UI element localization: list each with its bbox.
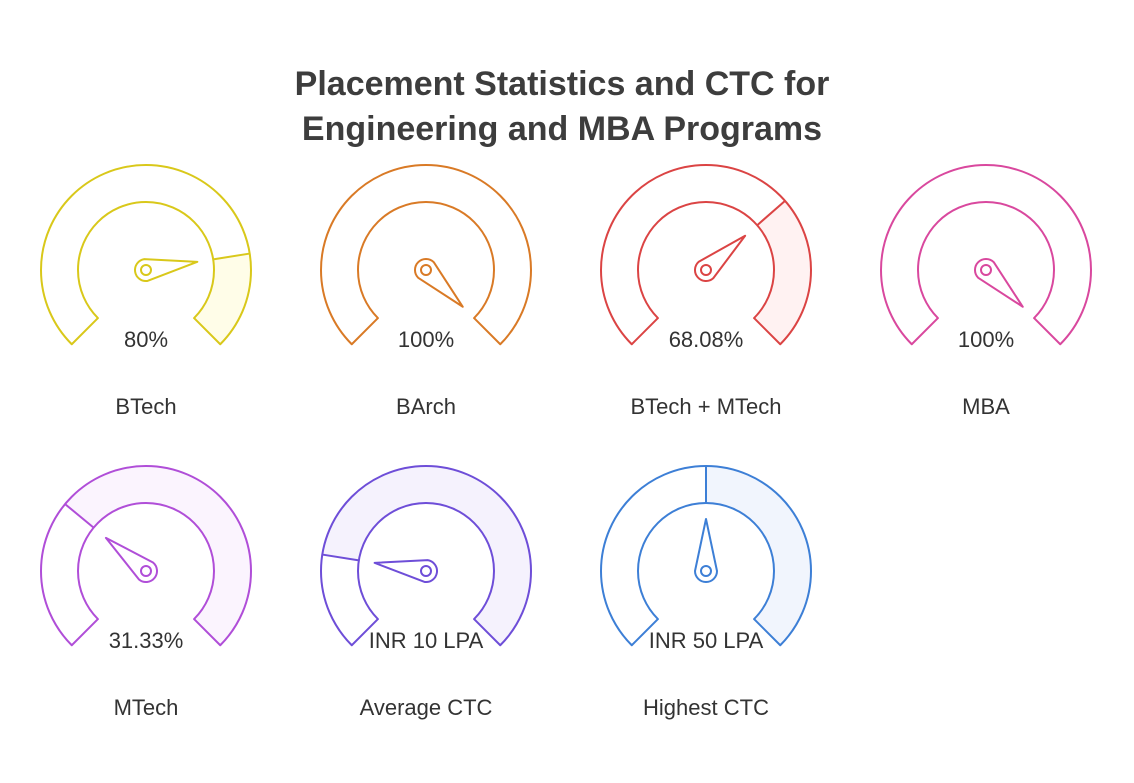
gauge-ring [880,164,1092,346]
gauge-label: Highest CTC [643,695,769,720]
gauge-mtech: 31.33% MTech [40,465,252,720]
gauge-hub [700,565,712,577]
gauge-label: MTech [114,695,179,720]
page-title: Placement Statistics and CTC for Enginee… [0,62,1124,152]
gauge-value: INR 50 LPA [649,628,764,653]
gauge-highest-ctc: INR 50 LPA Highest CTC [600,465,812,720]
gauge-value: 68.08% [669,327,744,352]
gauge-hub [420,565,432,577]
gauge-remainder-segment [65,465,252,646]
gauge-needle [134,258,199,282]
gauge-ring [600,164,812,346]
gauge-value: 31.33% [109,628,184,653]
gauge-btech-mtech: 68.08% BTech + MTech [600,164,812,419]
gauge-divider [213,252,250,261]
gauge-divider [64,503,95,529]
gauge-label: BTech + MTech [630,394,781,419]
gauge-label: BArch [396,394,456,419]
gauge-ring [600,465,812,647]
gauge-btech: 80% BTech [40,164,252,419]
gauge-value: 100% [398,327,454,352]
gauge-ring [40,164,252,346]
gauge-remainder-segment [194,253,251,345]
gauge-ring [320,164,532,346]
gauge-ring [40,465,252,647]
gauge-label: BTech [115,394,176,419]
gauge-hub [420,264,432,276]
gauge-hub [700,264,712,276]
title-line-1: Placement Statistics and CTC for [294,65,830,103]
gauge-value: 80% [124,327,168,352]
gauge-needle [694,518,718,583]
gauge-value: INR 10 LPA [369,628,484,653]
gauge-label: Average CTC [360,695,493,720]
gauge-divider [322,553,359,562]
gauge-remainder-segment [754,200,812,345]
gauge-barch: 100% BArch [320,164,532,419]
gauge-hub [980,264,992,276]
gauge-average-ctc: INR 10 LPA Average CTC [320,465,532,720]
gauge-mba: 100% MBA [880,164,1092,419]
gauge-divider [756,200,786,226]
gauge-ring [320,465,532,647]
gauge-value: 100% [958,327,1014,352]
gauge-hub [140,264,152,276]
gauge-remainder-segment [322,465,531,646]
title-line-2: Engineering and MBA Programs [301,110,823,148]
gauge-label: MBA [962,394,1010,419]
gauge-remainder-segment [706,466,812,646]
gauge-needle [373,559,438,583]
gauge-hub [140,565,152,577]
